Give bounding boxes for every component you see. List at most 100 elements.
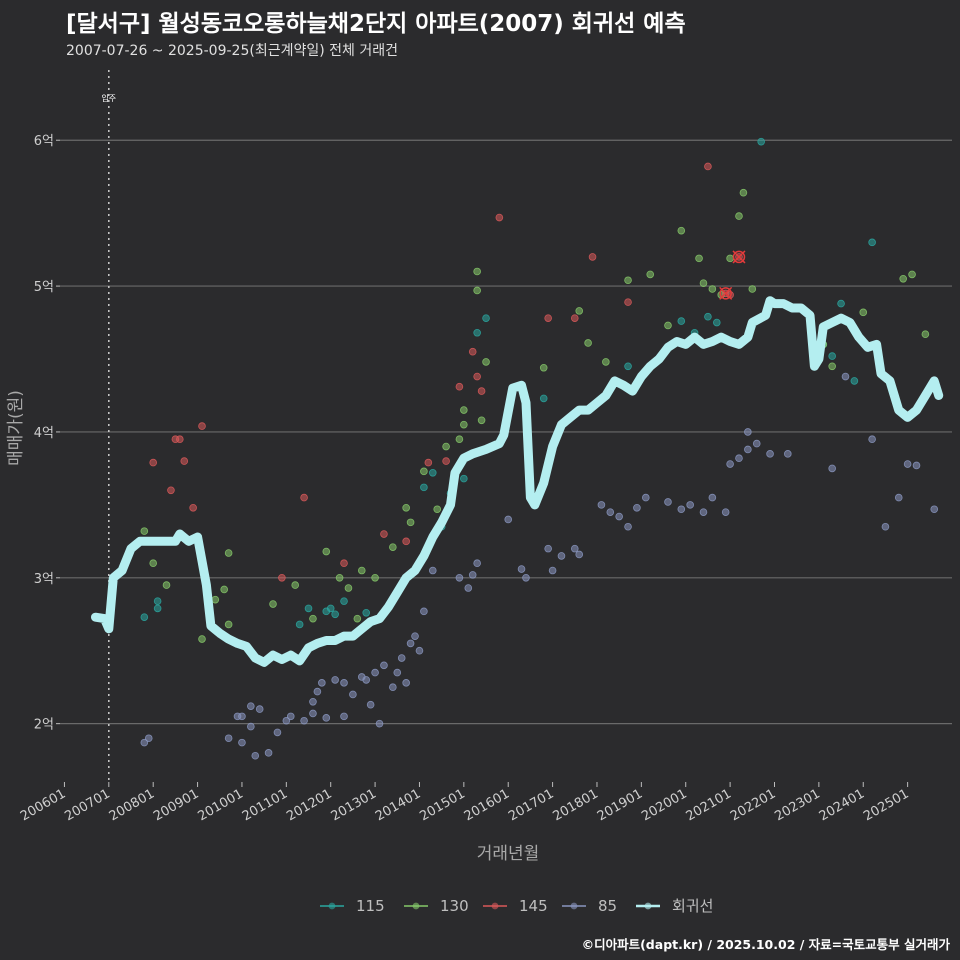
point-130	[224, 549, 233, 557]
point-130	[828, 362, 836, 371]
point-85	[881, 522, 890, 531]
point-130	[859, 308, 868, 317]
point-130	[602, 358, 610, 366]
y-axis-label: 매매가(원)	[6, 390, 26, 466]
point-130	[695, 254, 703, 263]
point-145	[704, 162, 712, 171]
point-130	[357, 566, 366, 575]
point-145	[544, 314, 552, 322]
point-85	[744, 428, 752, 436]
point-85	[273, 728, 282, 737]
point-130	[335, 573, 344, 582]
point-130	[482, 358, 490, 366]
point-130	[291, 581, 300, 589]
point-130	[406, 518, 415, 527]
point-85	[686, 501, 694, 509]
point-115	[850, 377, 859, 385]
point-85	[615, 512, 623, 521]
point-85	[544, 544, 552, 553]
x-tick-label: 201901	[595, 786, 645, 824]
x-axis-ticks: 2006012007012008012009012010012011012012…	[18, 782, 912, 824]
point-85	[349, 690, 357, 699]
point-130	[575, 307, 584, 315]
point-85	[570, 544, 579, 553]
highlight-cross	[719, 286, 733, 300]
point-115	[331, 610, 339, 619]
point-85	[473, 559, 481, 568]
point-115	[362, 609, 371, 617]
point-85	[331, 676, 339, 684]
highlight-circle	[719, 287, 732, 300]
x-tick-label: 201101	[240, 786, 290, 824]
point-145	[167, 486, 175, 495]
highlight-cross	[732, 250, 746, 264]
x-tick-label: 202001	[639, 786, 689, 824]
data-points	[140, 137, 939, 760]
x-tick-label: 201601	[462, 786, 512, 824]
point-85	[708, 493, 717, 502]
point-130	[539, 363, 548, 372]
point-85	[286, 712, 295, 721]
point-145	[468, 347, 477, 356]
point-85	[313, 687, 322, 696]
legend-label-115: 115	[356, 897, 385, 915]
legend-label-145: 145	[519, 897, 548, 915]
point-130	[402, 503, 410, 512]
point-130	[309, 614, 317, 623]
point-85	[677, 505, 686, 514]
point-85	[548, 566, 557, 575]
point-85	[894, 493, 903, 502]
point-115	[460, 474, 468, 483]
point-145	[189, 503, 197, 512]
point-130	[220, 585, 228, 594]
point-130	[162, 581, 171, 589]
point-130	[344, 584, 353, 592]
point-130	[646, 270, 655, 279]
point-115	[140, 613, 149, 621]
point-130	[389, 543, 397, 551]
x-tick-label: 201201	[284, 786, 334, 824]
point-145	[624, 298, 632, 306]
point-85	[752, 439, 761, 448]
x-tick-label: 200901	[151, 786, 201, 824]
point-85	[517, 565, 526, 573]
x-tick-label: 201701	[506, 786, 556, 824]
legend-dot-130	[412, 902, 420, 910]
source-caption: ©디아파트(dapt.kr) / 2025.10.02 / 자료=국토교통부 실…	[581, 937, 950, 952]
point-85	[415, 646, 424, 655]
legend-dot-회귀선	[644, 902, 652, 910]
point-85	[766, 450, 774, 458]
point-130	[149, 559, 157, 568]
regression-line-group	[91, 296, 944, 667]
chart-title: [달서구] 월성동코오롱하늘채2단지 아파트(2007) 회귀선 예측	[66, 11, 686, 37]
point-85	[735, 454, 743, 462]
point-85	[362, 676, 371, 684]
point-85	[504, 515, 513, 524]
point-145	[380, 530, 388, 538]
point-130	[371, 573, 379, 582]
point-130	[699, 279, 708, 287]
legend: 115 130 145 85 회귀선	[320, 897, 713, 915]
point-115	[757, 137, 765, 146]
point-130	[473, 286, 481, 295]
point-130	[455, 435, 464, 444]
point-85	[784, 450, 792, 458]
point-85	[247, 722, 255, 731]
x-tick-label: 200601	[18, 786, 68, 824]
point-85	[255, 705, 264, 713]
point-85	[300, 716, 308, 725]
point-85	[633, 503, 641, 512]
x-tick-label: 201801	[550, 786, 600, 824]
point-115	[828, 352, 836, 360]
y-tick-label: 4억	[34, 426, 54, 441]
point-130	[224, 620, 233, 629]
point-85	[264, 749, 273, 757]
x-axis-label: 거래년월	[477, 844, 540, 864]
point-145	[588, 253, 597, 261]
point-145	[278, 573, 286, 582]
point-130	[322, 547, 331, 556]
point-145	[176, 435, 184, 444]
x-tick-label: 202101	[684, 786, 734, 824]
point-130	[664, 321, 672, 330]
